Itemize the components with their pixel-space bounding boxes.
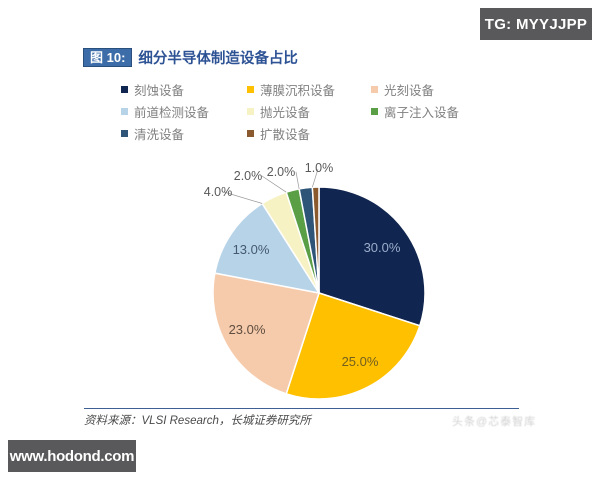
- svg-text:23.0%: 23.0%: [229, 322, 266, 337]
- svg-text:13.0%: 13.0%: [233, 242, 270, 257]
- svg-text:25.0%: 25.0%: [342, 354, 379, 369]
- svg-text:30.0%: 30.0%: [364, 240, 401, 255]
- svg-text:2.0%: 2.0%: [267, 165, 296, 179]
- svg-text:4.0%: 4.0%: [204, 185, 233, 199]
- svg-text:2.0%: 2.0%: [234, 169, 263, 183]
- svg-text:1.0%: 1.0%: [305, 161, 334, 175]
